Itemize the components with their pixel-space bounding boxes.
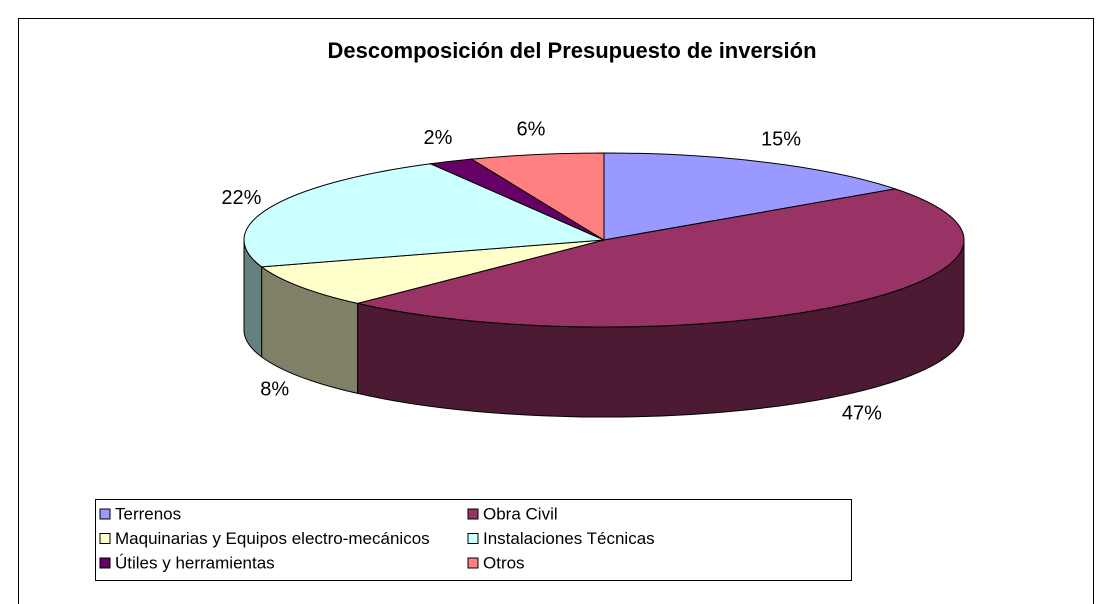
- data-label: 6%: [516, 118, 545, 140]
- legend-label: Obra Civil: [483, 504, 558, 523]
- legend-label: Instalaciones Técnicas: [483, 529, 655, 548]
- legend-swatch: [99, 557, 111, 569]
- data-label: 15%: [761, 128, 801, 150]
- legend-swatch: [467, 557, 479, 569]
- legend-label: Maquinarias y Equipos electro-mecánicos: [115, 529, 430, 548]
- legend-label: Terrenos: [115, 504, 181, 523]
- legend-label: Útiles y herramientas: [115, 553, 275, 572]
- data-label: 8%: [260, 378, 289, 400]
- pie-slice: [603, 152, 896, 241]
- legend-swatch: [467, 533, 479, 544]
- pie-slice: [243, 163, 605, 268]
- pie-slice: [260, 239, 605, 304]
- data-label: 2%: [423, 127, 452, 149]
- legend-swatch: [99, 508, 111, 520]
- chart-title: Descomposición del Presupuesto de invers…: [327, 38, 816, 63]
- data-label: 47%: [842, 402, 882, 424]
- legend-swatch: [467, 508, 479, 520]
- legend-swatch: [99, 533, 111, 544]
- data-label: 22%: [221, 187, 261, 209]
- pie-slice: [357, 188, 965, 328]
- pie-slice: [469, 152, 605, 241]
- legend-label: Otros: [483, 553, 525, 572]
